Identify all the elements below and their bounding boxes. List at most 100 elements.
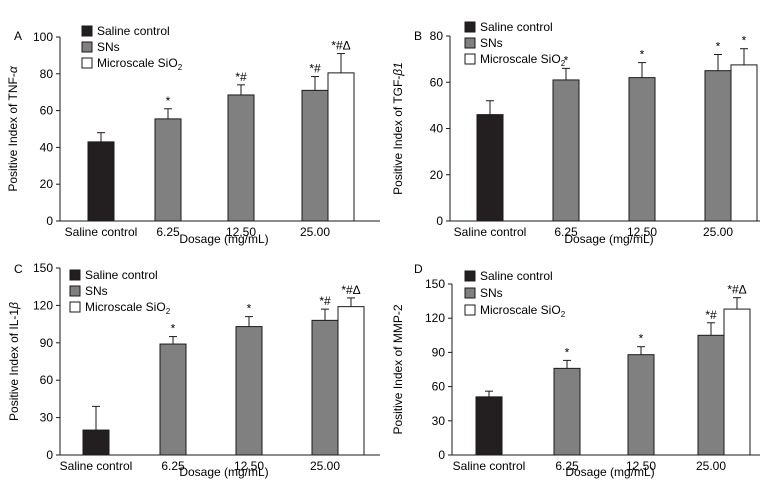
x-axis-label: Dosage (mg/mL) (565, 465, 654, 479)
significance-marker: * (564, 53, 569, 67)
x-tick-label: 12.50 (234, 459, 264, 473)
legend-label: Saline control (85, 268, 158, 282)
legend-swatch (81, 41, 93, 53)
bar-microscale-sio2 (723, 308, 751, 456)
y-tick-label: 30 (40, 411, 54, 425)
bar-microscale-sio2 (327, 72, 355, 222)
bar-sns (311, 319, 339, 456)
significance-marker: *#Δ (341, 283, 360, 297)
legend-swatch (464, 37, 476, 49)
legend-swatch (464, 53, 476, 65)
legend-swatch (81, 57, 93, 69)
legend-label: Saline control (480, 20, 553, 34)
x-tick-label: 25.00 (310, 459, 340, 473)
y-tick-label: 30 (432, 414, 446, 428)
bar-microscale-sio2 (730, 64, 758, 222)
y-tick-label: 60 (40, 373, 54, 387)
x-tick-label: Saline control (453, 459, 526, 473)
bar-microscale-sio2 (337, 306, 365, 456)
legend-label: Microscale SiO2 (480, 303, 566, 319)
significance-marker: * (166, 94, 171, 108)
y-tick-label: 120 (33, 298, 53, 312)
bar-sns (227, 94, 255, 222)
x-tick-label: Saline control (60, 459, 133, 473)
x-tick-label: 12.50 (226, 225, 256, 239)
significance-marker: * (565, 345, 570, 359)
bar-sns (159, 343, 187, 456)
panel-d: D 0 30 60 90 120 150 Saline control 6.25 12.50 25.… (391, 262, 760, 479)
panel-label: A (14, 29, 22, 43)
y-tick-label: 0 (436, 214, 443, 228)
y-tick-label: 100 (33, 30, 53, 44)
x-tick-label: 6.25 (554, 225, 578, 239)
x-tick-label: 25.00 (300, 225, 330, 239)
y-tick-label: 20 (40, 177, 54, 191)
y-tick-label: 80 (430, 29, 444, 43)
significance-marker: * (247, 302, 252, 316)
x-tick-label: 6.25 (555, 459, 579, 473)
legend-swatch (464, 270, 476, 282)
y-tick-label: 150 (425, 277, 445, 291)
x-axis-label: Dosage (mg/mL) (179, 232, 268, 246)
significance-marker: *# (235, 70, 247, 84)
bar-sns (697, 334, 725, 456)
y-tick-label: 60 (430, 75, 444, 89)
x-tick-label: Saline control (65, 225, 138, 239)
bar-sns (235, 326, 263, 456)
panel-b: B 0 20 40 60 80 Saline control 6.25 12.50 25.00 Do… (391, 20, 760, 246)
legend-label: Microscale SiO2 (97, 56, 183, 72)
panel-label: B (414, 29, 422, 43)
legend-label: Saline control (97, 24, 170, 38)
y-axis-label: Positive Index of IL-1β (7, 302, 21, 421)
y-tick-label: 40 (430, 122, 444, 136)
legend-label: SNs (97, 40, 120, 54)
y-tick-label: 0 (438, 448, 445, 462)
legend-label: Saline control (480, 269, 553, 283)
bar-sns (628, 77, 656, 222)
legend-swatch (81, 25, 93, 37)
significance-marker: *# (319, 294, 331, 308)
legend-label: SNs (480, 286, 503, 300)
significance-marker: * (639, 332, 644, 346)
y-tick-label: 20 (430, 168, 444, 182)
y-tick-label: 0 (46, 448, 53, 462)
significance-marker: *#Δ (727, 283, 746, 297)
legend-swatch (69, 269, 81, 281)
y-tick-label: 60 (40, 104, 54, 118)
bar-sns (627, 354, 655, 456)
significance-marker: * (171, 322, 176, 336)
panel-c: C 0 30 60 90 120 150 Saline control 6.25 12.50 25.… (7, 261, 380, 479)
significance-marker: *# (705, 308, 717, 322)
y-tick-label: 150 (33, 261, 53, 275)
x-tick-label: 6.25 (161, 459, 185, 473)
legend-swatch (464, 304, 476, 316)
bar-sns (154, 118, 182, 222)
y-axis-label: Positive Index of MMP-2 (391, 304, 405, 434)
legend-swatch (69, 301, 81, 313)
legend-label: Microscale SiO2 (480, 52, 566, 68)
panel-a: A 0 20 40 60 80 100 Saline control 6.25 12.50 25.0… (6, 24, 380, 246)
significance-marker: * (640, 48, 645, 62)
significance-marker: * (716, 40, 721, 54)
bar-saline-control (475, 396, 503, 456)
legend-swatch (464, 21, 476, 33)
x-tick-label: 12.50 (626, 459, 656, 473)
bar-sns (552, 79, 580, 222)
y-tick-label: 90 (432, 345, 446, 359)
y-tick-label: 0 (46, 214, 53, 228)
legend-swatch (464, 287, 476, 299)
legend-label: SNs (85, 284, 108, 298)
x-tick-label: Saline control (454, 225, 527, 239)
x-tick-label: 12.50 (627, 225, 657, 239)
x-tick-label: 25.00 (696, 459, 726, 473)
x-tick-label: 6.25 (156, 225, 180, 239)
x-axis-label: Dosage (mg/mL) (564, 232, 653, 246)
bar-sns (553, 367, 581, 456)
x-axis-label: Dosage (mg/mL) (179, 465, 268, 479)
y-tick-label: 120 (425, 311, 445, 325)
y-tick-label: 40 (40, 140, 54, 154)
legend-label: SNs (480, 36, 503, 50)
bar-saline-control (87, 141, 115, 222)
significance-marker: *#Δ (331, 39, 350, 53)
bar-sns (301, 89, 329, 222)
